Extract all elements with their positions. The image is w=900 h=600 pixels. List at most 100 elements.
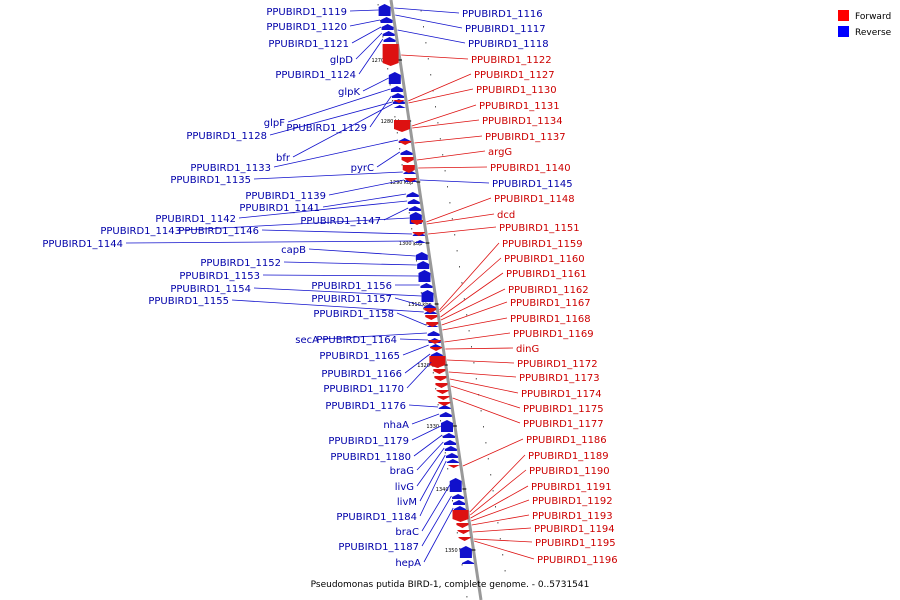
- track-dot: [447, 186, 448, 188]
- gene-arrow: [393, 100, 405, 103]
- gene-label-reverse: secA: [295, 335, 319, 346]
- track-dot: [456, 250, 458, 252]
- leader-line: [231, 299, 424, 313]
- gene-arrow: [420, 283, 433, 288]
- leader-line: [402, 344, 429, 356]
- gene-arrow: [391, 93, 404, 98]
- gene-label-forward: PPUBIRD1_1193: [532, 511, 613, 522]
- leader-line: [426, 213, 495, 225]
- track-dot: [485, 442, 487, 444]
- track-dot: [399, 148, 401, 150]
- gene-label-reverse: PPUBIRD1_1120: [266, 22, 347, 33]
- gene-label-reverse: capB: [281, 245, 306, 256]
- gene-arrow: [442, 433, 455, 438]
- gene-arrow: [404, 178, 417, 182]
- gene-label-forward: argG: [488, 147, 512, 158]
- leader-line: [419, 454, 446, 502]
- leader-line: [262, 274, 419, 277]
- gene-arrow: [407, 199, 420, 204]
- track-dot: [483, 426, 484, 428]
- leader-line: [473, 538, 533, 543]
- legend-forward-label: Forward: [855, 12, 891, 22]
- gene-label-reverse: PPUBIRD1_1155: [148, 296, 229, 307]
- track-dot: [454, 234, 456, 236]
- leader-line: [416, 447, 445, 487]
- leader-line: [321, 332, 427, 340]
- gene-label-reverse: PPUBIRD1_1145: [492, 179, 573, 190]
- leader-line: [183, 217, 410, 231]
- leader-line: [362, 77, 389, 92]
- track-dot: [471, 346, 472, 348]
- track-dot: [416, 260, 417, 262]
- track-dot: [432, 372, 434, 374]
- gene-label-forward: PPUBIRD1_1160: [504, 254, 585, 265]
- track-dot: [444, 170, 446, 172]
- track-dot: [459, 548, 461, 550]
- leader-line: [322, 193, 407, 208]
- track-dot: [447, 468, 449, 470]
- gene-arrow: [411, 220, 423, 225]
- axis-line: [389, 0, 483, 600]
- gene-label-forward: PPUBIRD1_1162: [508, 285, 589, 296]
- leader-line: [383, 207, 409, 221]
- gene-label-reverse: PPUBIRD1_1121: [268, 39, 349, 50]
- gene-label-reverse: PPUBIRD1_1133: [190, 163, 271, 174]
- track-dot: [404, 180, 405, 182]
- gene-arrow: [381, 24, 394, 30]
- leader-line: [394, 297, 424, 307]
- leader-line: [441, 301, 508, 326]
- gene-label-reverse: pyrC: [351, 163, 374, 174]
- gene-arrow: [401, 157, 414, 163]
- gene-arrow: [382, 31, 395, 36]
- track-dot: [466, 596, 468, 598]
- track-dot: [461, 564, 463, 566]
- gene-arrow: [429, 340, 441, 344]
- gene-arrow: [423, 304, 436, 308]
- gene-label-forward: PPUBIRD1_1122: [471, 55, 552, 66]
- gene-label-forward: PPUBIRD1_1140: [490, 163, 571, 174]
- leader-line: [292, 103, 393, 158]
- gene-arrow: [382, 44, 399, 66]
- gene-label-forward: PPUBIRD1_1169: [513, 329, 594, 340]
- gene-label-forward: PPUBIRD1_1190: [529, 466, 610, 477]
- track-dot: [377, 4, 379, 6]
- leader-line: [253, 287, 422, 297]
- gene-arrow: [394, 120, 410, 132]
- gene-label-forward: PPUBIRD1_1134: [482, 116, 563, 127]
- leader-line: [261, 229, 413, 235]
- track-dot: [435, 106, 436, 108]
- gene-label-reverse: PPUBIRD1_1176: [325, 401, 406, 412]
- gene-label-reverse: bfr: [276, 153, 291, 164]
- gene-label-forward: PPUBIRD1_1148: [494, 194, 575, 205]
- gene-arrow: [435, 383, 448, 388]
- leader-line: [469, 469, 527, 516]
- leader-line: [349, 19, 381, 27]
- gene-label-forward: PPUBIRD1_1131: [479, 101, 560, 112]
- leader-line: [408, 404, 439, 408]
- gene-label-reverse: PPUBIRD1_1141: [239, 203, 320, 214]
- leader-line: [412, 119, 480, 129]
- track-dot: [497, 522, 499, 524]
- gene-arrow: [421, 290, 434, 302]
- gene-label-reverse: glpD: [330, 55, 353, 66]
- gene-label-reverse: nhaA: [383, 420, 409, 431]
- legend: Forward Reverse: [838, 10, 892, 38]
- gene-arrow: [388, 72, 401, 84]
- gene-label-forward: PPUBIRD1_1177: [523, 419, 604, 430]
- gene-label-reverse: PPUBIRD1_1119: [266, 7, 347, 18]
- track-dot: [439, 138, 441, 140]
- track-dot: [425, 324, 427, 326]
- leader-line: [328, 179, 405, 196]
- gene-arrow: [430, 352, 443, 357]
- track-dot: [502, 554, 504, 556]
- leader-line: [355, 32, 383, 60]
- track-dot: [463, 298, 465, 300]
- gene-arrow: [415, 252, 428, 260]
- gene-arrow: [433, 369, 446, 374]
- track-dot: [427, 58, 429, 60]
- track-dot: [475, 378, 477, 380]
- gene-arrow: [427, 331, 440, 336]
- leader-line: [349, 9, 379, 12]
- gene-arrow: [408, 206, 421, 211]
